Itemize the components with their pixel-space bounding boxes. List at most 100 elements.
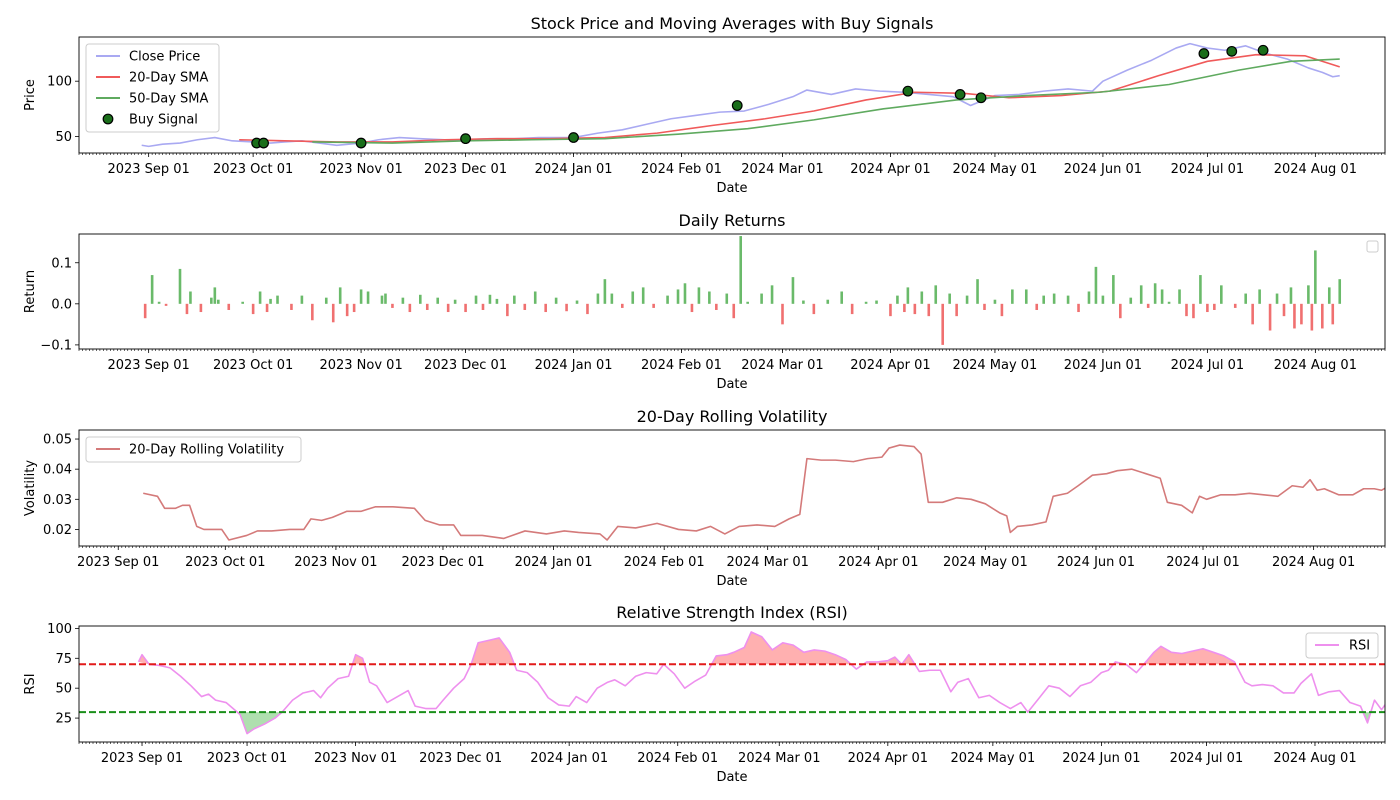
- return-bar: [251, 303, 255, 315]
- buy-signal-marker: [1257, 44, 1269, 56]
- overbought-fill: [901, 654, 915, 665]
- return-bar: [1293, 303, 1296, 329]
- return-bar: [1199, 275, 1202, 304]
- overbought-fill: [711, 631, 852, 665]
- return-bar: [1153, 283, 1157, 304]
- return-bar: [1178, 289, 1181, 304]
- y-axis-label: Volatility: [23, 460, 38, 516]
- return-bar: [993, 299, 997, 304]
- y-tick-label: 75: [55, 652, 72, 667]
- y-tick-label: 100: [47, 622, 72, 637]
- return-bar: [464, 303, 467, 313]
- return-bar: [875, 300, 878, 304]
- series-line-3: [312, 58, 1340, 144]
- return-bar: [380, 295, 384, 304]
- return-bar: [213, 287, 217, 304]
- return-bar: [976, 279, 979, 304]
- buy-signal-marker: [568, 132, 579, 143]
- return-bar: [1314, 250, 1317, 304]
- return-bar: [620, 303, 624, 308]
- chart-panel-3: 20-Day Rolling Volatility Date Volatility 2…: [23, 407, 1386, 589]
- return-bar: [1042, 295, 1045, 304]
- buy-signal-marker: [954, 89, 966, 100]
- x-tick-label: 2023 Sep 01: [107, 162, 189, 177]
- chart-panel-2: Daily Returns Date Return 2023 Sep 01 2023 O…: [23, 211, 1386, 392]
- return-bar: [290, 303, 293, 310]
- x-tick-label: 2024 May 01: [950, 751, 1035, 766]
- x-tick-label: 2023 Oct 01: [213, 162, 293, 177]
- return-bar: [217, 299, 220, 304]
- x-axis-label: Date: [716, 770, 747, 785]
- return-bar: [791, 277, 795, 304]
- return-bar: [1112, 275, 1115, 304]
- return-bar: [185, 303, 189, 315]
- return-bar: [596, 293, 600, 304]
- return-bar: [1275, 293, 1279, 304]
- legend: RSI: [1305, 632, 1379, 659]
- x-tick-label: 2024 Apr 01: [848, 751, 928, 766]
- return-bar: [1331, 303, 1335, 325]
- x-tick-label: 2024 Apr 01: [838, 555, 918, 570]
- x-tick-label: 2024 Jun 01: [1064, 358, 1142, 373]
- return-bar: [920, 291, 924, 304]
- y-axis-label: RSI: [23, 673, 38, 694]
- return-bar: [1129, 297, 1133, 304]
- x-tick-label: 2024 Jul 01: [1171, 162, 1245, 177]
- x-tick-label: 2023 Nov 01: [319, 162, 402, 177]
- axes-frame: [78, 625, 1386, 743]
- return-bar: [715, 303, 718, 310]
- return-bar: [1289, 287, 1293, 304]
- return-bar: [150, 275, 154, 304]
- return-bar: [812, 303, 816, 315]
- return-bar: [906, 287, 910, 304]
- return-bar: [903, 303, 906, 313]
- return-bar: [889, 303, 892, 317]
- return-bar: [523, 303, 527, 310]
- return-bar: [488, 294, 492, 304]
- return-bar: [419, 294, 422, 304]
- legend-box: [1305, 632, 1379, 659]
- return-bar: [641, 287, 645, 304]
- return-bar: [436, 297, 440, 304]
- return-bar: [265, 303, 269, 313]
- return-bar: [927, 303, 931, 317]
- buy-signal-marker: [731, 100, 743, 111]
- return-bar: [683, 283, 687, 304]
- return-bar: [1139, 285, 1143, 304]
- buy-signal-marker: [1226, 45, 1238, 57]
- return-bar: [391, 303, 394, 308]
- return-bar: [1077, 303, 1080, 313]
- return-bar: [1233, 303, 1237, 308]
- return-bar: [345, 303, 349, 317]
- return-bar: [1268, 303, 1272, 331]
- rsi-line: [137, 631, 1385, 735]
- x-tick-label: 2023 Dec 01: [424, 358, 507, 373]
- return-bar: [690, 303, 694, 313]
- return-bar: [227, 303, 231, 310]
- x-tick-label: 2024 Feb 01: [624, 555, 705, 570]
- return-bar: [1146, 303, 1150, 308]
- return-bar: [941, 303, 945, 345]
- legend-label: 20-Day Rolling Volatility: [129, 443, 284, 458]
- buy-signal-marker: [975, 92, 987, 104]
- return-bar: [948, 293, 951, 304]
- y-tick-label: 100: [47, 75, 72, 90]
- return-bar: [1066, 295, 1070, 304]
- x-tick-label: 2024 Apr 01: [850, 162, 930, 177]
- plot-area: [143, 444, 1385, 541]
- return-bar: [300, 295, 304, 304]
- x-tick-label: 2023 Nov 01: [314, 751, 397, 766]
- return-bar: [770, 285, 774, 304]
- x-tick-label: 2024 Mar 01: [726, 555, 808, 570]
- y-tick-label: 0.04: [43, 463, 72, 478]
- return-bar: [474, 295, 478, 304]
- return-bar: [1310, 303, 1314, 331]
- return-bar: [311, 303, 314, 321]
- return-bar: [189, 291, 192, 304]
- return-bar: [575, 300, 579, 304]
- chart-panel-1: Stock Price and Moving Averages with Buy…: [23, 14, 1386, 196]
- return-bar: [965, 295, 969, 304]
- return-bar: [1101, 295, 1105, 304]
- x-tick-label: 2023 Sep 01: [107, 358, 189, 373]
- return-bar: [1087, 291, 1091, 304]
